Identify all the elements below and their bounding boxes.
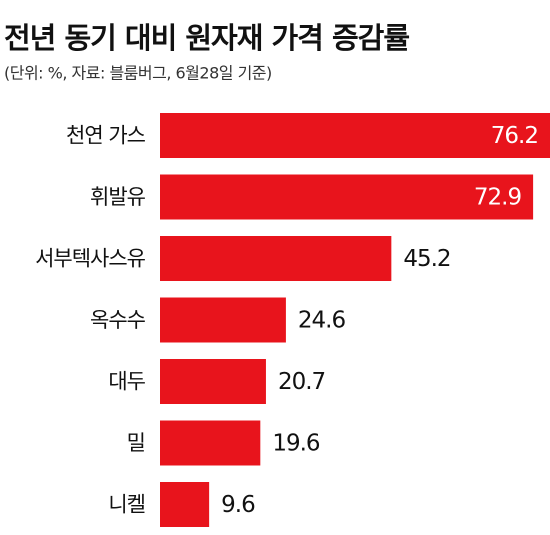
value-label: 20.7 [278,369,325,395]
category-label: 밀 [127,431,145,455]
bar [160,297,286,343]
bar [160,174,534,220]
category-label: 휘발유 [90,185,146,209]
category-label: 니켈 [108,493,145,517]
bar [160,420,261,466]
value-label: 9.6 [221,492,255,518]
value-label: 24.6 [298,308,346,334]
bar [160,482,210,527]
bar [160,359,266,404]
chart-title: 전년 동기 대비 원자재 가격 증감률 [4,21,409,55]
value-label: 76.2 [491,123,538,149]
bar [160,113,550,158]
category-label: 옥수수 [90,308,146,332]
value-label: 72.9 [474,185,522,211]
value-label: 45.2 [403,246,450,272]
chart-subtitle: (단위: %, 자료: 블룸버그, 6월28일 기준) [4,64,272,83]
category-label: 천연 가스 [66,124,146,148]
value-label: 19.6 [272,431,320,457]
category-label: 대두 [108,370,145,394]
category-label: 서부텍사스유 [35,247,146,271]
bar [160,236,392,281]
